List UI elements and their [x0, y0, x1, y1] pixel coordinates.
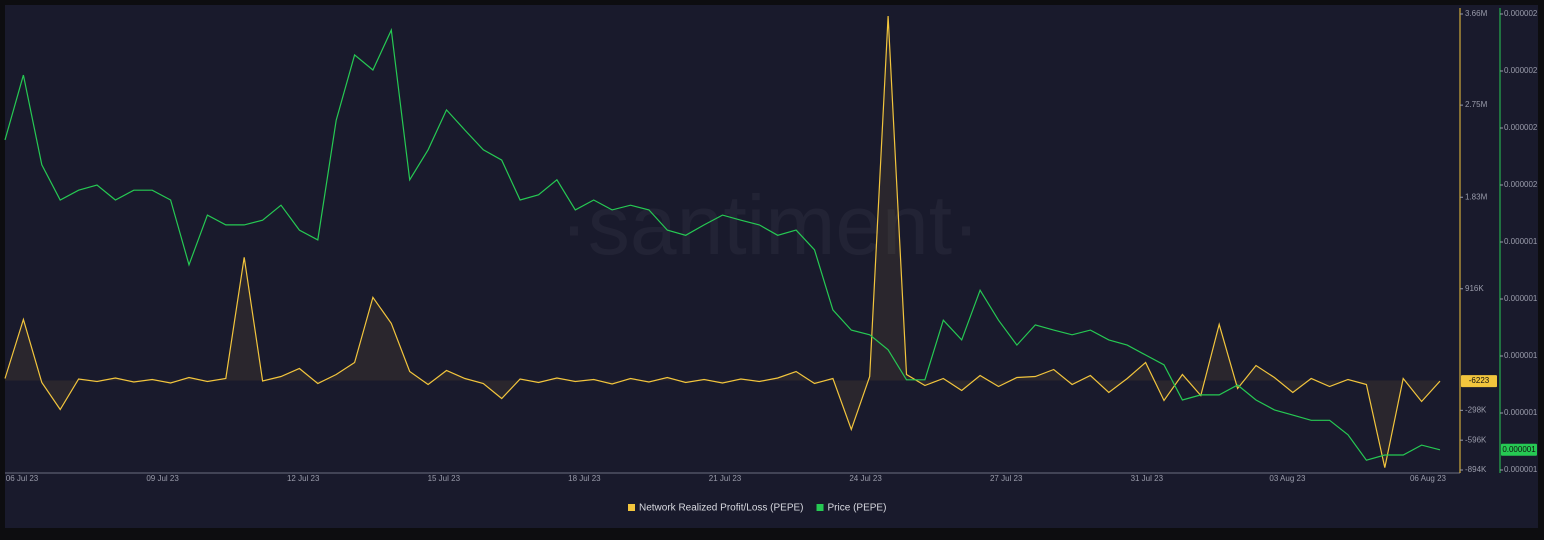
- panel: [5, 5, 1538, 528]
- y-tick-label: 916K: [1465, 284, 1484, 293]
- y2-tick-label: 0.000002: [1504, 123, 1538, 132]
- x-tick-label: 18 Jul 23: [568, 474, 601, 483]
- last-value-box: [1501, 443, 1537, 456]
- legend-label: Price (PEPE): [828, 503, 887, 514]
- y-tick-label: -894K: [1465, 465, 1487, 474]
- y-tick-label: 3.66M: [1465, 9, 1488, 18]
- x-tick-label: 06 Aug 23: [1410, 474, 1447, 483]
- x-tick-label: 06 Jul 23: [6, 474, 39, 483]
- y2-tick-label: 0.000001: [1504, 294, 1538, 303]
- legend-label: Network Realized Profit/Loss (PEPE): [639, 503, 804, 514]
- y-tick-label: 2.75M: [1465, 100, 1488, 109]
- x-tick-label: 09 Jul 23: [146, 474, 179, 483]
- y2-tick-label: 0.000001: [1504, 408, 1538, 417]
- legend-swatch: [628, 504, 635, 511]
- area-fill: [5, 16, 1440, 468]
- y2-tick-label: 0.000002: [1504, 180, 1538, 189]
- last-value-box: [1461, 375, 1497, 388]
- last-value-label: 0.000001: [1502, 445, 1536, 454]
- y-tick-label: -596K: [1465, 435, 1487, 444]
- y2-tick-label: 0.000001: [1504, 465, 1538, 474]
- y2-tick-label: 0.000001: [1504, 237, 1538, 246]
- y2-tick-label: 0.000002: [1504, 66, 1538, 75]
- last-value-label: -6223: [1469, 376, 1490, 385]
- x-tick-label: 03 Aug 23: [1269, 474, 1306, 483]
- x-tick-label: 27 Jul 23: [990, 474, 1023, 483]
- y2-tick-label: 0.000001: [1504, 351, 1538, 360]
- legend-swatch: [816, 504, 824, 511]
- x-tick-label: 15 Jul 23: [428, 474, 461, 483]
- y2-tick-label: 0.000002: [1504, 9, 1538, 18]
- x-tick-label: 21 Jul 23: [709, 474, 742, 483]
- series-line: [4, 27, 1441, 461]
- y-tick-label: -298K: [1465, 405, 1487, 414]
- y-tick-label: 1.83M: [1465, 192, 1488, 201]
- x-tick-label: 12 Jul 23: [287, 474, 320, 483]
- x-tick-label: 31 Jul 23: [1131, 474, 1164, 483]
- watermark: ·santiment·: [560, 178, 980, 272]
- x-tick-label: 24 Jul 23: [849, 474, 882, 483]
